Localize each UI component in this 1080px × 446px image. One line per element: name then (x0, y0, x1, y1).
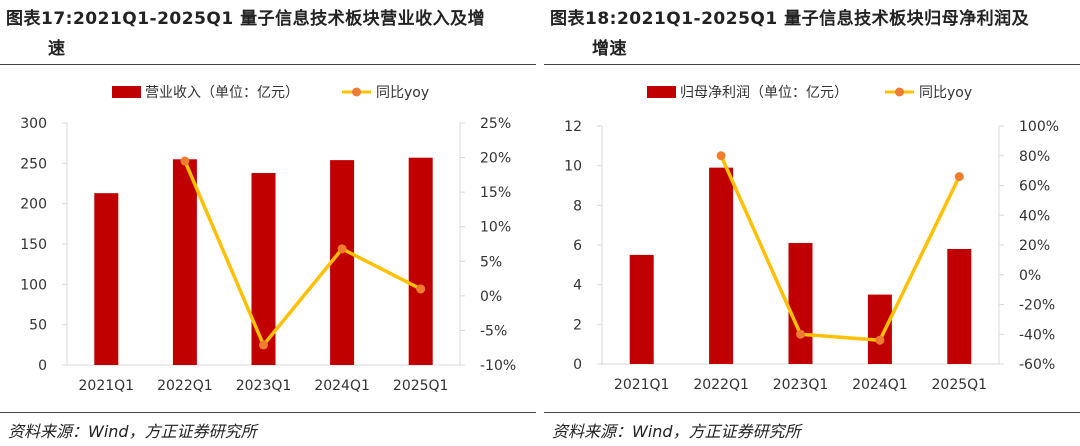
y-left-tick-label: 10 (564, 159, 582, 175)
bar-2021Q1 (94, 193, 119, 365)
y-right-tick-label: 0% (1019, 268, 1041, 284)
figure-net-profit: 图表18:2021Q1-2025Q1 量子信息技术板块归母净利润及 增速 归母净… (544, 0, 1080, 446)
y-right-tick-label: -10% (480, 358, 516, 374)
bottom-rule (0, 412, 536, 413)
top-rule (544, 64, 1080, 65)
yoy-point-2023Q1 (796, 329, 805, 339)
legend-line-label: 同比yoy (376, 85, 429, 101)
y-right-tick-label: 0% (480, 289, 502, 305)
yoy-point-2022Q1 (180, 156, 190, 166)
legend-line-marker (895, 87, 904, 97)
yoy-line (183, 160, 422, 347)
yoy-point-2022Q1 (716, 151, 726, 161)
bar-2024Q1 (867, 294, 892, 364)
bar-2021Q1 (629, 254, 654, 364)
legend-bar-swatch (647, 86, 676, 98)
y-right-tick-label: -20% (1019, 298, 1055, 314)
y-right-tick-label: -40% (1019, 327, 1055, 343)
x-tick-label: 2022Q1 (157, 378, 213, 394)
y-left-tick-label: 6 (573, 238, 582, 254)
legend-bar-label: 营业收入（单位：亿元） (145, 85, 299, 101)
x-tick-label: 2021Q1 (79, 378, 135, 394)
y-left-tick-label: 200 (20, 197, 47, 213)
legend-bar-label: 归母净利润（单位：亿元） (680, 84, 848, 101)
legend-line-marker (352, 87, 361, 97)
yoy-point-2024Q1 (337, 244, 347, 254)
y-left-tick-label: 8 (573, 198, 582, 214)
revenue-chart: 营业收入（单位：亿元） 同比yoy 0 50 100 150 200 250 300 -10% -5… (20, 85, 516, 394)
y-right-tick-label: -5% (480, 323, 507, 339)
x-tick-label: 2024Q1 (314, 378, 370, 394)
y-left-tick-label: 0 (38, 358, 47, 374)
x-tick-label: 2025Q1 (393, 378, 449, 394)
y-left-tick-label: 100 (20, 277, 47, 293)
x-tick-label: 2022Q1 (693, 377, 749, 393)
y-left-tick-label: 50 (29, 318, 47, 334)
y-left-tick-label: 250 (20, 156, 47, 172)
y-left-tick-label: 2 (573, 317, 582, 333)
figure-title: 图表17:2021Q1-2025Q1 量子信息技术板块营业收入及增 速 (6, 4, 536, 64)
y-right-tick-label: 80% (1019, 149, 1050, 165)
x-tick-label: 2023Q1 (773, 377, 829, 393)
y-left-tick-label: 150 (20, 237, 47, 253)
source-note: 资料来源：Wind，方正证券研究所 (8, 422, 257, 441)
figure-title: 图表18:2021Q1-2025Q1 量子信息技术板块归母净利润及 增速 (550, 4, 1080, 64)
figure-title-line1: 图表17:2021Q1-2025Q1 量子信息技术板块营业收入及增 (6, 9, 486, 29)
bar-2023Q1 (788, 243, 813, 364)
yoy-point-2025Q1 (954, 172, 964, 182)
top-rule (0, 64, 536, 65)
y-right-tick-label: 20% (1019, 238, 1050, 254)
bottom-rule (544, 412, 1080, 413)
y-right-tick-label: 100% (1019, 119, 1059, 135)
legend-bar-swatch (112, 86, 141, 98)
y-right-tick-label: -60% (1019, 357, 1055, 373)
figure-title-line1: 图表18:2021Q1-2025Q1 量子信息技术板块归母净利润及 (550, 9, 1030, 29)
bar-2024Q1 (330, 160, 355, 365)
bar-2025Q1 (947, 248, 972, 364)
bar-2022Q1 (709, 167, 734, 364)
x-tick-label: 2025Q1 (932, 377, 988, 393)
y-left-tick-label: 4 (573, 278, 582, 294)
y-right-tick-label: 10% (480, 220, 511, 236)
yoy-point-2025Q1 (416, 284, 426, 294)
figure-title-line2: 速 (48, 39, 66, 59)
y-left-tick-label: 0 (573, 357, 582, 373)
source-note: 资料来源：Wind，方正证券研究所 (552, 422, 801, 441)
y-right-tick-label: 20% (480, 151, 511, 167)
bar-2022Q1 (172, 159, 197, 365)
figure-title-line2: 增速 (592, 39, 627, 59)
y-left-tick-label: 12 (564, 119, 582, 135)
yoy-line (719, 155, 961, 342)
yoy-point-2024Q1 (875, 335, 885, 345)
legend-line-label: 同比yoy (919, 85, 972, 101)
y-right-tick-label: 15% (480, 185, 511, 201)
y-right-tick-label: 60% (1019, 179, 1050, 195)
yoy-point-2023Q1 (259, 340, 268, 350)
net-profit-chart: 归母净利润（单位：亿元） 同比yoy 0 2 4 6 8 10 12 -60% -40% -20% 0%… (564, 84, 1059, 393)
y-right-tick-label: 25% (480, 116, 511, 132)
figure-revenue: 图表17:2021Q1-2025Q1 量子信息技术板块营业收入及增 速 营业收入… (0, 0, 536, 446)
y-left-tick-label: 300 (20, 116, 47, 132)
bar-2025Q1 (408, 157, 433, 365)
y-right-tick-label: 5% (480, 254, 502, 270)
x-tick-label: 2023Q1 (236, 378, 292, 394)
y-right-tick-label: 40% (1019, 208, 1050, 224)
x-tick-label: 2024Q1 (852, 377, 908, 393)
x-tick-label: 2021Q1 (614, 377, 670, 393)
